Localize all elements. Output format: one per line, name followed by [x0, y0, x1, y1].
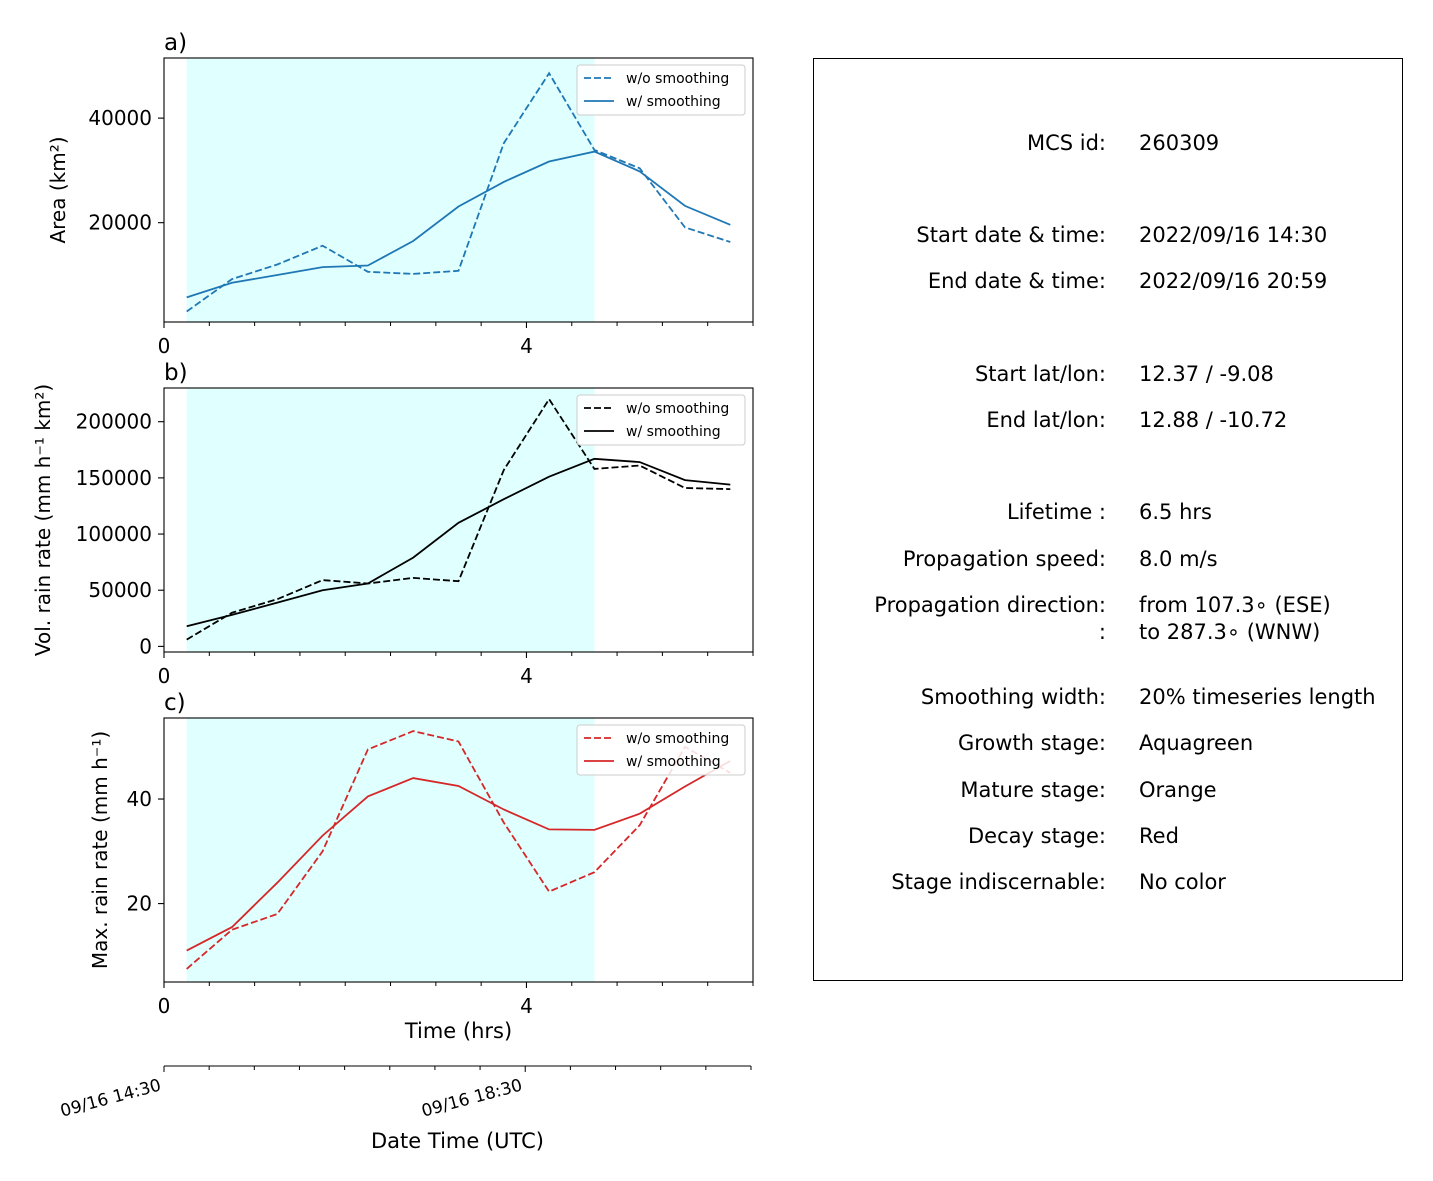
info-label: Start date & time: — [916, 223, 1106, 247]
legend-entry-label: w/o smoothing — [626, 731, 729, 747]
info-value: Orange — [1139, 778, 1217, 802]
legend-entry-label: w/ smoothing — [626, 754, 721, 770]
info-row-mature-stage: Mature stage: Orange — [814, 778, 1402, 808]
info-value: from 107.3∘ (ESE) — [1139, 593, 1331, 617]
info-value: Aquagreen — [1139, 731, 1254, 755]
datetime-axis: 09/16 14:30 09/16 18:30 Date Time (UTC) — [58, 1065, 752, 1153]
panel-label: b) — [164, 360, 188, 386]
info-value: 2022/09/16 14:30 — [1139, 223, 1328, 247]
stage-shading — [186, 718, 595, 982]
series-line-no-smoothing — [186, 730, 731, 970]
info-label: Start lat/lon: — [974, 362, 1106, 386]
x-tick-label: 0 — [158, 334, 171, 358]
info-label: Growth stage: — [957, 731, 1106, 755]
y-tick-label: 150000 — [76, 466, 152, 490]
legend-entry-label: w/ smoothing — [626, 94, 721, 110]
info-row-start-datetime: Start date & time: 2022/09/16 14:30 — [814, 223, 1402, 253]
info-label: End date & time: — [927, 269, 1106, 293]
plot-frame — [163, 387, 754, 653]
y-tick-label: 0 — [139, 634, 152, 658]
x-tick-label: 0 — [158, 994, 171, 1018]
legend-box — [576, 394, 746, 446]
y-axis-label: Area (km²) — [46, 136, 70, 243]
legend-box — [576, 64, 746, 116]
info-row-start-latlon: Start lat/lon: 12.37 / -9.08 — [814, 362, 1402, 392]
info-value: 12.37 / -9.08 — [1139, 362, 1274, 386]
info-value: 8.0 m/s — [1139, 547, 1218, 571]
x-tick-label: 4 — [520, 334, 533, 358]
series-line-no-smoothing — [186, 71, 731, 313]
panel-label: c) — [164, 690, 186, 716]
info-label: Decay stage: — [968, 824, 1106, 848]
panel-3: 20 40 0 4 c) Max. rain rate (mm h⁻¹) Time (hrs… — [88, 690, 754, 1043]
mcs-info-box: MCS id: 260309 Start date & time: 2022/0… — [813, 58, 1403, 981]
y-tick-label: 20000 — [88, 211, 152, 235]
info-value: No color — [1139, 870, 1226, 894]
info-value: to 287.3∘ (WNW) — [1139, 620, 1321, 644]
info-value: Red — [1139, 824, 1179, 848]
info-label: End lat/lon: — [986, 408, 1106, 432]
series-line-smoothing — [186, 457, 731, 628]
x-tick-label: 4 — [520, 994, 533, 1018]
x-tick-label: 4 — [520, 664, 533, 688]
y-tick-label: 200000 — [76, 410, 152, 434]
panel-label: a) — [164, 30, 187, 56]
x-tick-label: 0 — [158, 664, 171, 688]
y-tick-label: 100000 — [76, 522, 152, 546]
legend-entry-label: w/o smoothing — [626, 71, 729, 87]
panel-1: 20000 40000 0 4 a) Area (km²) w/o smoothing w/ … — [46, 30, 754, 358]
y-axis-label: Max. rain rate (mm h⁻¹) — [88, 731, 112, 969]
panel-2: 0 50000 100000 150000 200000 0 4 b) Vol. rain ra… — [31, 360, 754, 688]
info-row-propagation-direction: Propagation direction: from 107.3∘ (ESE) — [814, 593, 1402, 623]
info-value: 20% timeseries length — [1139, 685, 1376, 709]
y-tick-label: 50000 — [88, 578, 152, 602]
info-row-end-latlon: End lat/lon: 12.88 / -10.72 — [814, 408, 1402, 438]
info-label: Stage indiscernable: — [891, 870, 1106, 894]
y-tick-label: 20 — [127, 892, 152, 916]
series-line-smoothing — [186, 760, 731, 952]
info-row-end-datetime: End date & time: 2022/09/16 20:59 — [814, 269, 1402, 299]
info-label: Mature stage: — [960, 778, 1106, 802]
y-axis-label: Vol. rain rate (mm h⁻¹ km²) — [31, 384, 55, 656]
info-label: MCS id: — [1026, 131, 1106, 155]
datetime-axis-label: Date Time (UTC) — [371, 1129, 544, 1153]
info-label: Propagation direction: — [874, 593, 1106, 617]
info-label: Smoothing width: — [920, 685, 1106, 709]
info-label: : — [1098, 620, 1106, 644]
info-row-stage-indiscernable: Stage indiscernable: No color — [814, 870, 1402, 900]
datetime-tick-label: 09/16 18:30 — [419, 1076, 524, 1122]
info-row-propagation-speed: Propagation speed: 8.0 m/s — [814, 547, 1402, 577]
series-line-no-smoothing — [186, 397, 731, 641]
info-row-propagation-direction-to: : to 287.3∘ (WNW) — [814, 620, 1402, 650]
x-axis-label: Time (hrs) — [404, 1019, 512, 1043]
info-row-growth-stage: Growth stage: Aquagreen — [814, 731, 1402, 761]
info-row-mcs-id: MCS id: 260309 — [814, 131, 1402, 161]
series-line-smoothing — [186, 150, 731, 299]
info-row-smoothing-width: Smoothing width: 20% timeseries length — [814, 685, 1402, 715]
stage-shading — [186, 388, 595, 652]
info-value: 2022/09/16 20:59 — [1139, 269, 1328, 293]
plot-frame — [163, 717, 754, 983]
y-tick-label: 40 — [127, 787, 152, 811]
info-value: 260309 — [1139, 131, 1220, 155]
info-row-lifetime: Lifetime : 6.5 hrs — [814, 500, 1402, 530]
legend-entry-label: w/o smoothing — [626, 401, 729, 417]
info-row-decay-stage: Decay stage: Red — [814, 824, 1402, 854]
info-label: Propagation speed: — [902, 547, 1106, 571]
info-value: 12.88 / -10.72 — [1139, 408, 1288, 432]
datetime-tick-label: 09/16 14:30 — [58, 1076, 163, 1122]
info-label: Lifetime : — [1006, 500, 1106, 524]
plot-frame — [163, 57, 754, 323]
legend-entry-label: w/ smoothing — [626, 424, 721, 440]
info-value: 6.5 hrs — [1139, 500, 1212, 524]
y-tick-label: 40000 — [88, 106, 152, 130]
legend-box — [576, 724, 746, 776]
